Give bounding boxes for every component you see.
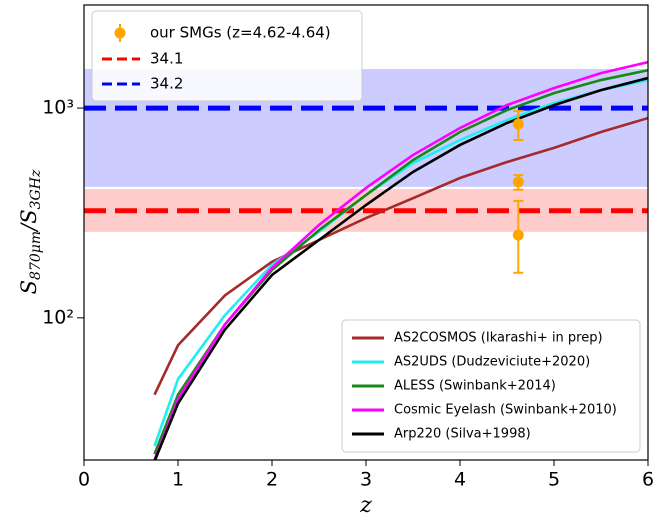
y-axis-label: S870μm/S3GHz xyxy=(17,169,45,294)
y-axis-label-part: 870μm xyxy=(28,231,44,280)
curve xyxy=(153,116,648,396)
curve xyxy=(153,76,648,460)
y-tick-label: 10³ xyxy=(42,97,74,119)
point xyxy=(512,229,524,241)
legend-label: 34.1 xyxy=(150,50,183,68)
legend-label: Arp220 (Silva+1998) xyxy=(394,427,531,442)
x-tick-label: 0 xyxy=(78,469,90,491)
x-tick-label: 4 xyxy=(454,469,466,491)
y-axis-label-part: 3GHz xyxy=(28,169,44,209)
legend-swatch xyxy=(114,27,126,39)
y-axis-label-part: S xyxy=(17,280,41,294)
legend-label: ALESS (Swinbank+2014) xyxy=(394,379,556,394)
point xyxy=(512,118,524,130)
point xyxy=(512,176,524,188)
x-axis-label: z xyxy=(359,493,372,518)
legend-label: Cosmic Eyelash (Swinbank+2010) xyxy=(394,403,617,418)
x-tick-label: 1 xyxy=(172,469,184,491)
x-tick-label: 5 xyxy=(548,469,560,491)
x-tick-label: 3 xyxy=(360,469,372,491)
x-tick-label: 6 xyxy=(642,469,653,491)
legend-label: AS2COSMOS (Ikarashi+ in prep) xyxy=(394,331,603,346)
x-tick-label: 2 xyxy=(266,469,278,491)
legend-box xyxy=(341,319,641,453)
legend-label: our SMGs (z=4.62-4.64) xyxy=(150,24,331,42)
legend-box xyxy=(91,10,363,102)
y-tick-label: 10² xyxy=(42,306,74,328)
curve xyxy=(153,60,648,460)
legend-label: AS2UDS (Dudzeviciute+2020) xyxy=(394,355,590,370)
y-axis-label-part: /S xyxy=(17,209,41,232)
legend-label: 34.2 xyxy=(150,75,183,93)
